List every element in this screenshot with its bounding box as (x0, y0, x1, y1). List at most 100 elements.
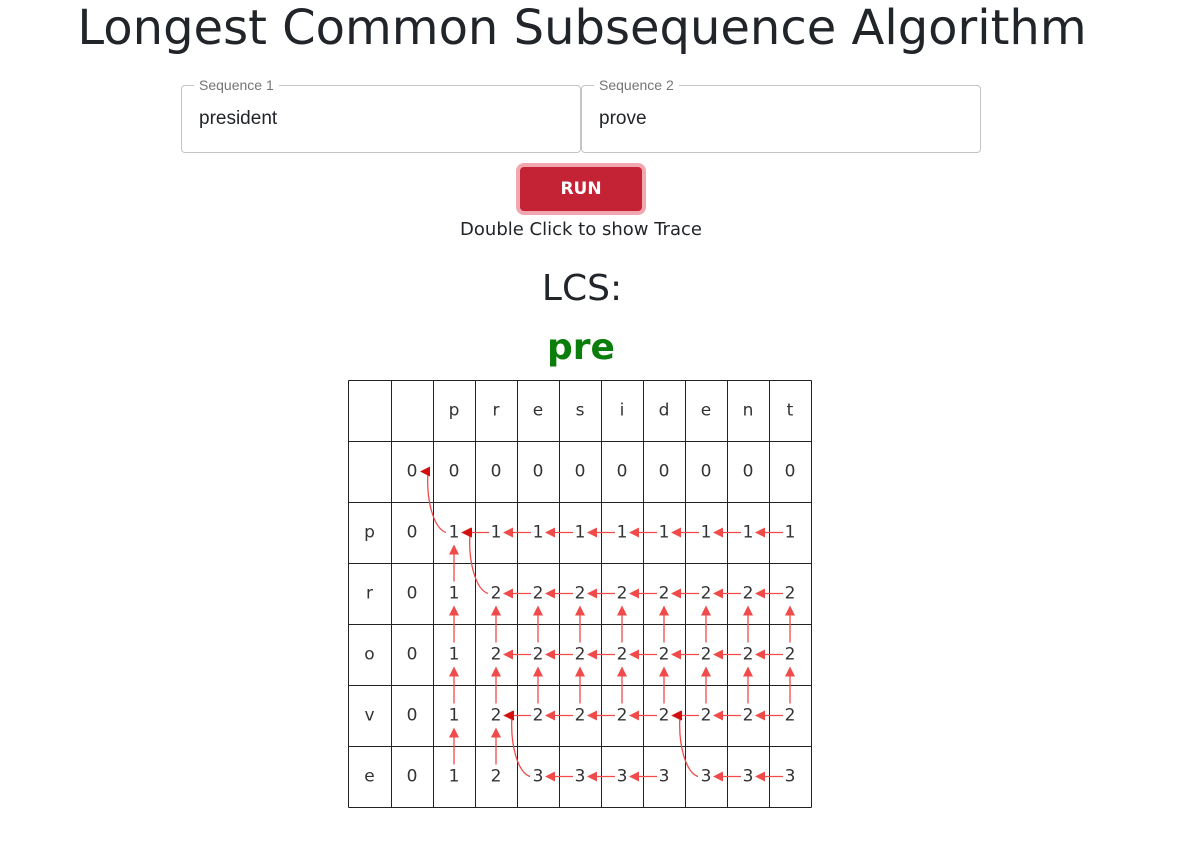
dp-cell-value: 1 (659, 523, 670, 543)
trace-arrowhead (755, 527, 765, 538)
row-header: v (364, 706, 374, 726)
dp-cell-value: 2 (575, 645, 586, 665)
dp-cell-value: 0 (617, 462, 628, 482)
dp-cell-value: 2 (785, 706, 796, 726)
dp-cell-value: 2 (533, 706, 544, 726)
dp-cell-value: 3 (575, 767, 586, 787)
trace-arrowhead (672, 710, 682, 721)
dp-cell-value: 0 (491, 462, 502, 482)
trace-arrowhead (545, 527, 555, 538)
trace-arrowhead (713, 527, 723, 538)
row-header: o (364, 645, 374, 665)
row-header: p (364, 523, 375, 543)
dp-cell-value: 3 (743, 767, 754, 787)
trace-arrowhead (743, 605, 753, 616)
column-header: n (743, 401, 754, 421)
dp-cell-value: 1 (533, 523, 544, 543)
dp-cell-value: 1 (575, 523, 586, 543)
dp-cell-value: 2 (743, 706, 754, 726)
dp-cell-value: 0 (407, 706, 418, 726)
column-header: e (701, 401, 711, 421)
column-header: r (493, 401, 500, 421)
diagonal-trace-arrow (427, 471, 447, 534)
trace-arrowhead (545, 710, 555, 721)
column-header: p (449, 401, 460, 421)
sequence-1-field[interactable]: Sequence 1 (181, 77, 581, 153)
trace-arrowhead (785, 605, 795, 616)
dp-cell-value: 0 (743, 462, 754, 482)
dp-cell-value: 1 (743, 523, 754, 543)
trace-arrowhead (503, 649, 513, 660)
dp-cell-value: 1 (449, 584, 460, 604)
page-title: Longest Common Subsequence Algorithm (77, 0, 1087, 56)
trace-arrowhead (575, 605, 585, 616)
dp-cell-value: 3 (617, 767, 628, 787)
trace-arrowhead (587, 771, 597, 782)
trace-arrowhead (491, 666, 501, 677)
trace-arrowhead (491, 727, 501, 738)
dp-cell-value: 2 (617, 706, 628, 726)
dp-cell-value: 0 (533, 462, 544, 482)
sequence-1-input[interactable] (182, 86, 580, 152)
dp-cell-value: 0 (407, 767, 418, 787)
dp-cell-value: 1 (449, 767, 460, 787)
dp-cell-value: 2 (533, 584, 544, 604)
trace-arrowhead (755, 710, 765, 721)
dp-cell-value: 1 (491, 523, 502, 543)
dp-cell-value: 0 (407, 584, 418, 604)
trace-arrowhead (587, 588, 597, 599)
dp-cell-value: 3 (533, 767, 544, 787)
trace-arrowhead (503, 588, 513, 599)
trace-arrowhead (587, 527, 597, 538)
trace-arrowhead (713, 710, 723, 721)
dp-cell-value: 2 (785, 645, 796, 665)
trace-arrowhead (785, 666, 795, 677)
trace-hint: Double Click to show Trace (460, 219, 702, 240)
trace-arrowhead (545, 588, 555, 599)
dp-cell-value: 0 (785, 462, 796, 482)
sequence-2-field[interactable]: Sequence 2 (581, 77, 981, 153)
trace-arrowhead (755, 588, 765, 599)
trace-arrowhead (587, 649, 597, 660)
trace-arrowhead (617, 666, 627, 677)
dp-cell-value: 2 (701, 645, 712, 665)
column-header: e (533, 401, 543, 421)
dp-cell-value: 1 (449, 645, 460, 665)
run-button-label: RUN (560, 179, 602, 199)
diagonal-trace-arrow (469, 532, 489, 595)
trace-arrowhead (504, 710, 514, 721)
trace-arrowhead (701, 605, 711, 616)
dp-cell-value: 2 (785, 584, 796, 604)
dp-cell-value: 2 (491, 584, 502, 604)
trace-arrowhead (713, 771, 723, 782)
run-button[interactable]: RUN (516, 163, 646, 215)
dp-cell-value: 1 (449, 523, 460, 543)
row-header: r (366, 584, 373, 604)
dp-cell-value: 0 (659, 462, 670, 482)
trace-arrowhead (755, 771, 765, 782)
trace-arrowhead (743, 666, 753, 677)
row-header: e (364, 767, 374, 787)
sequence-2-input[interactable] (582, 86, 980, 152)
dp-cell-value: 2 (575, 584, 586, 604)
dp-cell-value: 2 (659, 584, 670, 604)
trace-arrowhead (629, 527, 639, 538)
trace-arrowhead (449, 666, 459, 677)
dp-cell-value: 0 (449, 462, 460, 482)
dp-cell-value: 2 (533, 645, 544, 665)
trace-arrowhead (533, 666, 543, 677)
trace-arrowhead (420, 466, 430, 477)
dp-cell-value: 1 (617, 523, 628, 543)
trace-arrowhead (587, 710, 597, 721)
dp-cell-value: 1 (449, 706, 460, 726)
dp-cell-value: 2 (743, 645, 754, 665)
dp-cell-value: 2 (701, 706, 712, 726)
trace-arrowhead (617, 605, 627, 616)
trace-arrowhead (449, 605, 459, 616)
dp-cell-value: 0 (407, 645, 418, 665)
dp-cell-value: 0 (575, 462, 586, 482)
trace-arrowhead (491, 605, 501, 616)
lcs-table[interactable]: p r e s i d e n t p r o v e 0 0 0 0 0 0 0 0 0 0 0 1 1 1 1 1 1 1 1 1 0 1 2 2 2 2… (348, 380, 813, 809)
trace-arrowhead (545, 649, 555, 660)
trace-arrowhead (713, 588, 723, 599)
